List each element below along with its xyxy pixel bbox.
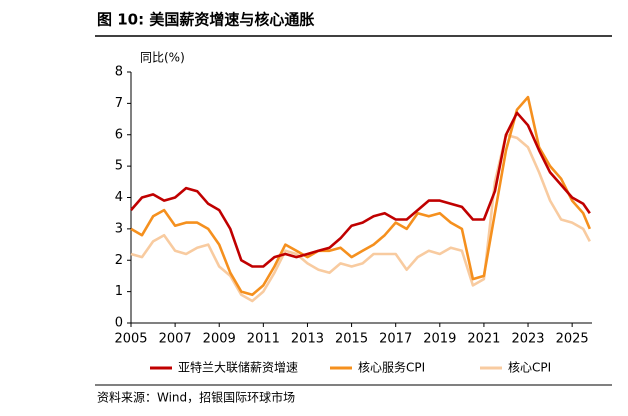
source: 资料来源：Wind，招银国际环球市场 — [97, 390, 295, 405]
x-tick-label: 2009 — [203, 332, 236, 347]
x-tick-label: 2025 — [556, 332, 589, 347]
x-tick-label: 2023 — [511, 332, 544, 347]
y-tick-label: 6 — [115, 127, 123, 142]
y-tick-label: 8 — [115, 65, 123, 80]
y-axis-label: 同比(%) — [140, 51, 185, 65]
legend-label: 亚特兰大联储薪资增速 — [178, 360, 298, 375]
series-line — [130, 111, 591, 268]
x-tick-label: 2021 — [467, 332, 500, 347]
y-tick-label: 5 — [115, 159, 123, 174]
x-tick-label: 2017 — [379, 332, 412, 347]
legend-label: 核心CPI — [508, 361, 551, 375]
series-line — [130, 133, 591, 303]
chart-title: 图 10: 美国薪资增速与核心通胀 — [97, 11, 314, 29]
x-tick-label: 2019 — [423, 332, 456, 347]
y-tick-label: 7 — [115, 96, 123, 111]
legend-label: 核心服务CPI — [358, 360, 425, 375]
y-tick-label: 3 — [115, 221, 123, 236]
x-tick-label: 2007 — [159, 332, 192, 347]
y-tick-label: 1 — [115, 284, 123, 299]
x-tick-label: 2005 — [114, 332, 147, 347]
x-tick-label: 2013 — [291, 332, 324, 347]
y-tick-label: 4 — [115, 190, 123, 205]
y-tick-label: 0 — [115, 316, 123, 331]
x-tick-label: 2015 — [335, 332, 368, 347]
x-tick-label: 2011 — [247, 332, 280, 347]
y-tick-label: 2 — [115, 253, 123, 268]
series-line — [130, 95, 591, 297]
